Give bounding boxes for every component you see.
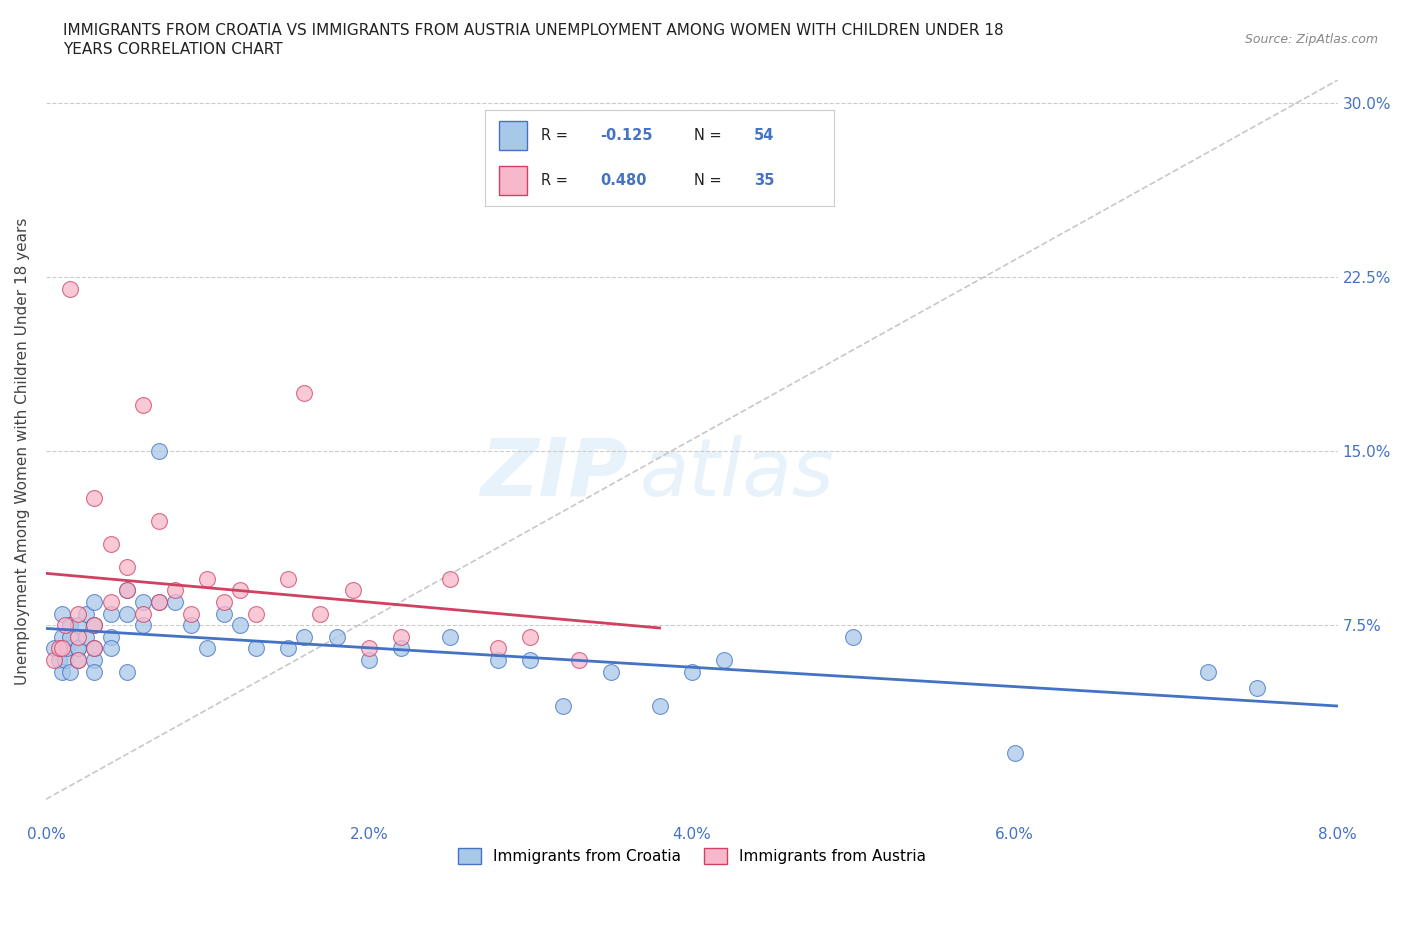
Point (197, 571, 219, 586)
Point (59, 630, 82, 644)
Point (292, 630, 315, 644)
Point (1246, 681, 1268, 696)
Point (59, 618, 82, 632)
Point (83, 641, 105, 656)
Point (325, 630, 347, 644)
Point (148, 594, 170, 609)
Point (100, 630, 122, 644)
Point (568, 653, 591, 668)
Point (67, 641, 90, 656)
Point (212, 594, 235, 609)
Text: atlas: atlas (640, 434, 835, 512)
Point (165, 583, 187, 598)
Point (75, 630, 97, 644)
Point (713, 653, 735, 668)
Point (309, 606, 332, 621)
Point (51, 606, 73, 621)
Point (48, 653, 70, 668)
Point (53, 653, 76, 668)
Point (519, 653, 541, 668)
Point (389, 641, 412, 656)
Point (180, 618, 202, 632)
Point (342, 583, 364, 598)
Point (115, 606, 138, 621)
Point (42, 653, 65, 668)
Point (115, 583, 138, 598)
Point (132, 618, 155, 632)
Point (277, 641, 299, 656)
Point (245, 641, 267, 656)
Point (100, 641, 122, 656)
Point (245, 606, 267, 621)
Point (132, 606, 155, 621)
Point (53, 618, 76, 632)
Y-axis label: Unemployment Among Women with Children Under 18 years: Unemployment Among Women with Children U… (15, 218, 30, 685)
Text: YEARS CORRELATION CHART: YEARS CORRELATION CHART (63, 42, 283, 57)
Point (551, 699, 574, 714)
Point (67, 653, 90, 668)
Point (648, 699, 671, 714)
Point (292, 386, 315, 401)
Point (228, 618, 250, 632)
Point (51, 641, 73, 656)
Point (42, 641, 65, 656)
Point (51, 664, 73, 679)
Legend: Immigrants from Croatia, Immigrants from Austria: Immigrants from Croatia, Immigrants from… (451, 843, 932, 870)
Point (100, 594, 122, 609)
Point (115, 560, 138, 575)
Point (100, 606, 122, 621)
Text: Source: ZipAtlas.com: Source: ZipAtlas.com (1244, 33, 1378, 46)
Point (83, 490, 105, 505)
Point (1198, 664, 1220, 679)
Point (48, 641, 70, 656)
Point (486, 653, 509, 668)
Point (132, 397, 155, 412)
Point (83, 653, 105, 668)
Point (1004, 746, 1026, 761)
Point (228, 583, 250, 598)
Point (148, 513, 170, 528)
Point (67, 641, 90, 656)
Point (83, 664, 105, 679)
Point (357, 653, 380, 668)
Text: IMMIGRANTS FROM CROATIA VS IMMIGRANTS FROM AUSTRIA UNEMPLOYMENT AMONG WOMEN WITH: IMMIGRANTS FROM CROATIA VS IMMIGRANTS FR… (63, 23, 1004, 38)
Point (56, 641, 79, 656)
Point (67, 630, 90, 644)
Point (83, 641, 105, 656)
Point (212, 606, 235, 621)
Point (67, 653, 90, 668)
Point (59, 282, 82, 297)
Point (67, 606, 90, 621)
Point (115, 583, 138, 598)
Point (197, 641, 219, 656)
Point (51, 630, 73, 644)
Point (357, 641, 380, 656)
Point (389, 630, 412, 644)
Point (439, 630, 461, 644)
Point (75, 606, 97, 621)
Point (439, 571, 461, 586)
Point (148, 444, 170, 458)
Point (842, 630, 865, 644)
Point (83, 594, 105, 609)
Point (681, 664, 703, 679)
Point (67, 618, 90, 632)
Point (59, 664, 82, 679)
Point (100, 537, 122, 551)
Text: ZIP: ZIP (479, 434, 627, 512)
Point (486, 641, 509, 656)
Point (180, 606, 202, 621)
Point (83, 618, 105, 632)
Point (148, 594, 170, 609)
Point (115, 664, 138, 679)
Point (600, 664, 623, 679)
Point (165, 594, 187, 609)
Point (519, 630, 541, 644)
Point (83, 618, 105, 632)
Point (132, 594, 155, 609)
Point (277, 571, 299, 586)
